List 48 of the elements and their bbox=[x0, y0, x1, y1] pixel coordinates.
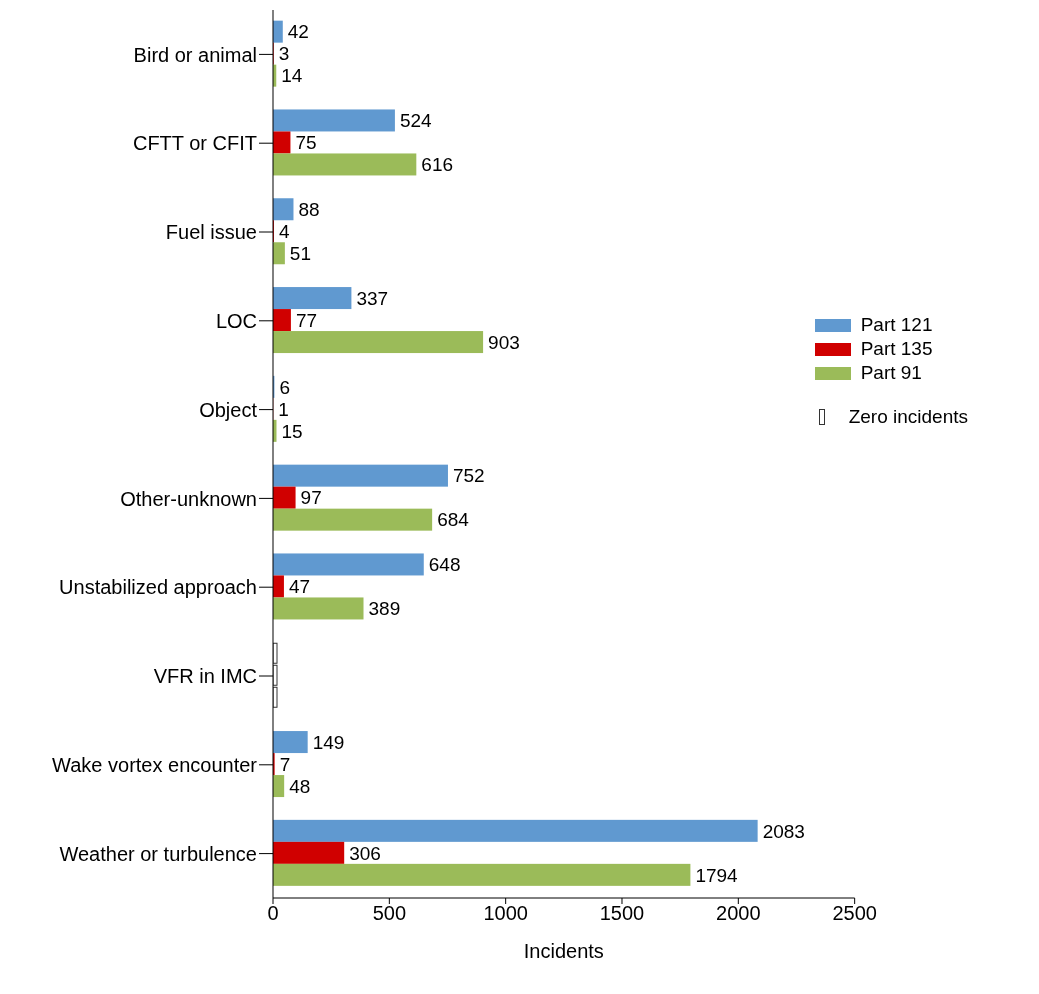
data-label: 1 bbox=[278, 398, 289, 420]
y-tick-label: Other-unknown bbox=[120, 487, 257, 510]
data-label: 648 bbox=[428, 554, 461, 576]
y-tick-label: Bird or animal bbox=[133, 43, 257, 66]
data-label: 15 bbox=[281, 420, 303, 442]
x-tick-label: 1000 bbox=[483, 902, 528, 925]
legend-label: Part 121 bbox=[860, 314, 933, 336]
data-label: 752 bbox=[452, 465, 485, 487]
data-label: 47 bbox=[288, 576, 311, 598]
x-tick-label: 0 bbox=[267, 902, 279, 925]
y-tick-label: Unstabilized approach bbox=[59, 576, 257, 599]
x-tick-label: 1500 bbox=[599, 902, 645, 925]
data-label: 524 bbox=[399, 110, 433, 132]
y-tick-label: Object bbox=[199, 398, 258, 421]
data-label: 14 bbox=[281, 65, 303, 87]
data-label: 77 bbox=[295, 309, 318, 331]
x-tick-label: 2000 bbox=[716, 902, 761, 925]
annotation: Zero incidents bbox=[848, 406, 968, 428]
y-tick-label: VFR in IMC bbox=[153, 665, 257, 688]
data-label: 684 bbox=[437, 509, 470, 531]
data-label: 42 bbox=[287, 21, 309, 43]
legend-label: Part 135 bbox=[860, 338, 933, 360]
x-tick-label: 2500 bbox=[832, 902, 877, 925]
data-label: 88 bbox=[298, 198, 320, 220]
legend-label: Part 91 bbox=[860, 362, 922, 384]
data-label: 903 bbox=[488, 331, 520, 353]
data-label: 4 bbox=[278, 220, 290, 242]
x-tick-label: 500 bbox=[372, 902, 407, 925]
y-tick-label: Weather or turbulence bbox=[59, 842, 257, 865]
data-label: 6 bbox=[279, 376, 290, 398]
x-axis-title: Incidents bbox=[523, 940, 604, 962]
y-tick-label: CFTT or CFIT bbox=[132, 132, 257, 155]
data-label: 306 bbox=[349, 842, 381, 864]
data-label: 7 bbox=[279, 753, 291, 775]
data-label: 97 bbox=[300, 487, 322, 509]
data-label: 2083 bbox=[762, 820, 805, 842]
y-tick-label: LOC bbox=[215, 309, 257, 332]
data-label: 75 bbox=[295, 132, 317, 154]
data-label: 51 bbox=[289, 242, 312, 264]
data-label: 616 bbox=[421, 154, 454, 176]
data-label: 1794 bbox=[695, 864, 739, 886]
data-label: 3 bbox=[278, 43, 290, 65]
y-tick-label: Wake vortex encounter bbox=[52, 753, 258, 776]
data-label: 48 bbox=[289, 775, 311, 797]
data-label: 149 bbox=[312, 731, 345, 753]
y-tick-label: Fuel issue bbox=[165, 221, 257, 244]
data-label: 337 bbox=[356, 287, 389, 309]
data-label: 389 bbox=[368, 598, 401, 620]
